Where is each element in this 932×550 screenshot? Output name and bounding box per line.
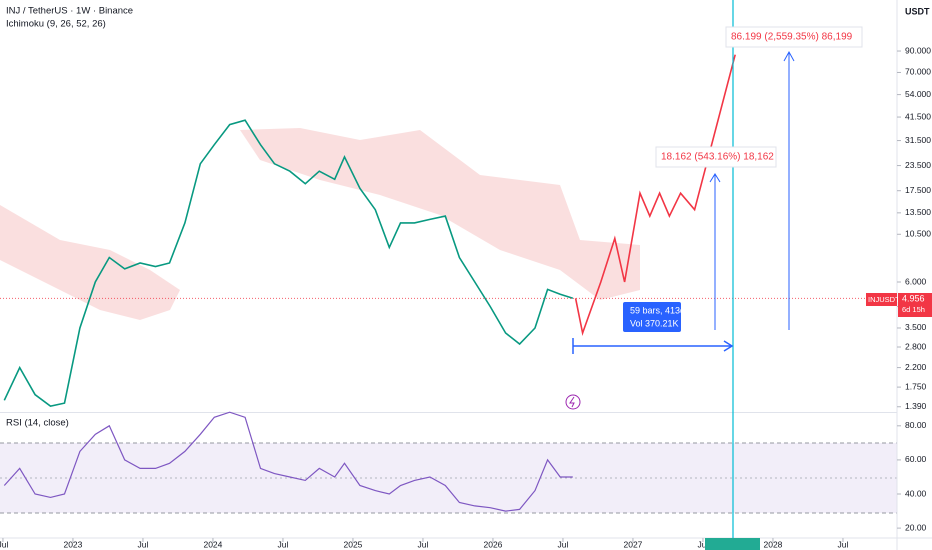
- y-tick-label: 80.00: [905, 420, 927, 430]
- y-tick-label: 6.000: [905, 276, 927, 286]
- y-tick-label: 60.00: [905, 454, 927, 464]
- target-box: [655, 146, 777, 168]
- y-tick-label: 1.750: [905, 381, 927, 391]
- price-tag: [898, 293, 932, 317]
- y-tick-label: 1.390: [905, 401, 927, 411]
- x-tick-label: Jul: [418, 539, 429, 549]
- y-tick-label: 10.500: [905, 229, 931, 239]
- range-box: [623, 302, 681, 332]
- x-tick-label: Jul: [278, 539, 289, 549]
- arrow-head: [709, 173, 721, 183]
- y-tick-label: 2.800: [905, 341, 927, 351]
- y-tick-label: 2.200: [905, 362, 927, 372]
- event-icon-bolt: [569, 396, 575, 408]
- price-countdown: 6d 15h: [902, 305, 925, 314]
- rsi-label: RSI (14, close): [6, 418, 69, 429]
- event-icon: [565, 394, 581, 410]
- x-tick-label: 2023: [63, 539, 82, 549]
- y-tick-label: 23.500: [905, 160, 931, 170]
- x-tick-label: Jul: [0, 539, 8, 549]
- arrow-head: [723, 340, 734, 352]
- target-box: [725, 26, 863, 48]
- x-tick-label: Jul: [838, 539, 849, 549]
- range-vol: Vol 370.21K: [630, 318, 679, 328]
- x-tick-label: 2028: [763, 539, 782, 549]
- symbol-label: INJUSDT: [868, 295, 900, 304]
- x-tick-label: 2024: [203, 539, 222, 549]
- y-tick-label: 3.500: [905, 322, 927, 332]
- y-tick-label: 13.500: [905, 207, 931, 217]
- symbol-tag: [866, 293, 897, 306]
- series-line: [3, 119, 574, 407]
- y-tick-label: 17.500: [905, 185, 931, 195]
- axis-unit: USDT: [905, 6, 930, 16]
- rsi-band: [0, 443, 897, 513]
- x-tick-label: 2026: [483, 539, 502, 549]
- y-tick-label: 70.000: [905, 67, 931, 77]
- x-tick-label: 2027: [623, 539, 642, 549]
- cloud: [240, 128, 640, 300]
- y-tick-label: 40.00: [905, 488, 927, 498]
- series-line: [574, 54, 736, 336]
- series-line: [3, 411, 573, 512]
- x-tick-label: 2025: [343, 539, 362, 549]
- y-tick-label: 20.00: [905, 522, 927, 532]
- chart-title: INJ / TetherUS · 1W · Binance: [6, 6, 133, 17]
- x-tick-label: Jul: [558, 539, 569, 549]
- arrow-head: [783, 50, 795, 62]
- target-mid: 18.162 (543.16%) 18,162: [661, 152, 774, 163]
- y-tick-label: 54.000: [905, 89, 931, 99]
- cloud: [0, 205, 180, 320]
- x-tick-label: Jul: [698, 539, 709, 549]
- range-bars: 59 bars, 413d: [630, 305, 685, 315]
- y-tick-label: 31.500: [905, 135, 931, 145]
- crosshair-label: [705, 538, 760, 550]
- indicator-label: Ichimoku (9, 26, 52, 26): [6, 19, 106, 30]
- x-tick-label: Jul: [138, 539, 149, 549]
- pane-divider: [0, 412, 897, 413]
- y-tick-label: 90.000: [905, 45, 931, 55]
- y-tick-label: 41.500: [905, 111, 931, 121]
- price-value: 4.956: [902, 293, 925, 303]
- target-high: 86.199 (2,559.35%) 86,199: [731, 32, 853, 43]
